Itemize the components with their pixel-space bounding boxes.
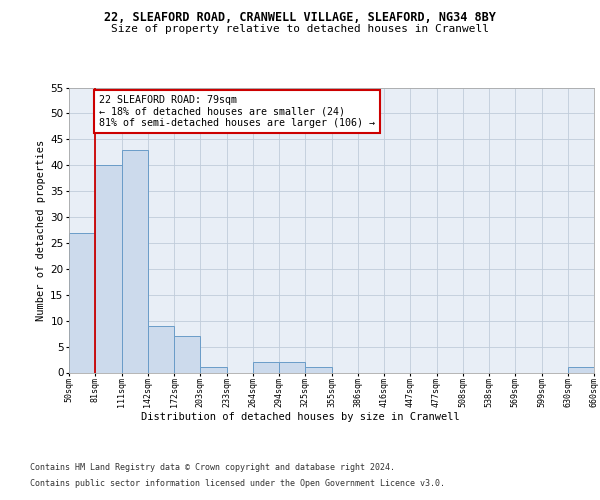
Text: Contains HM Land Registry data © Crown copyright and database right 2024.: Contains HM Land Registry data © Crown c… — [30, 462, 395, 471]
Text: Distribution of detached houses by size in Cranwell: Distribution of detached houses by size … — [140, 412, 460, 422]
Text: Size of property relative to detached houses in Cranwell: Size of property relative to detached ho… — [111, 24, 489, 34]
Text: Contains public sector information licensed under the Open Government Licence v3: Contains public sector information licen… — [30, 479, 445, 488]
Bar — [69, 232, 95, 372]
Bar — [279, 362, 305, 372]
Bar — [200, 368, 227, 372]
Text: 22, SLEAFORD ROAD, CRANWELL VILLAGE, SLEAFORD, NG34 8BY: 22, SLEAFORD ROAD, CRANWELL VILLAGE, SLE… — [104, 11, 496, 24]
Bar — [95, 165, 121, 372]
Text: 22 SLEAFORD ROAD: 79sqm
← 18% of detached houses are smaller (24)
81% of semi-de: 22 SLEAFORD ROAD: 79sqm ← 18% of detache… — [99, 96, 375, 128]
Bar — [148, 326, 174, 372]
Y-axis label: Number of detached properties: Number of detached properties — [36, 140, 46, 320]
Bar — [174, 336, 200, 372]
Bar — [568, 368, 594, 372]
Bar — [305, 368, 331, 372]
Bar — [121, 150, 148, 372]
Bar — [253, 362, 279, 372]
